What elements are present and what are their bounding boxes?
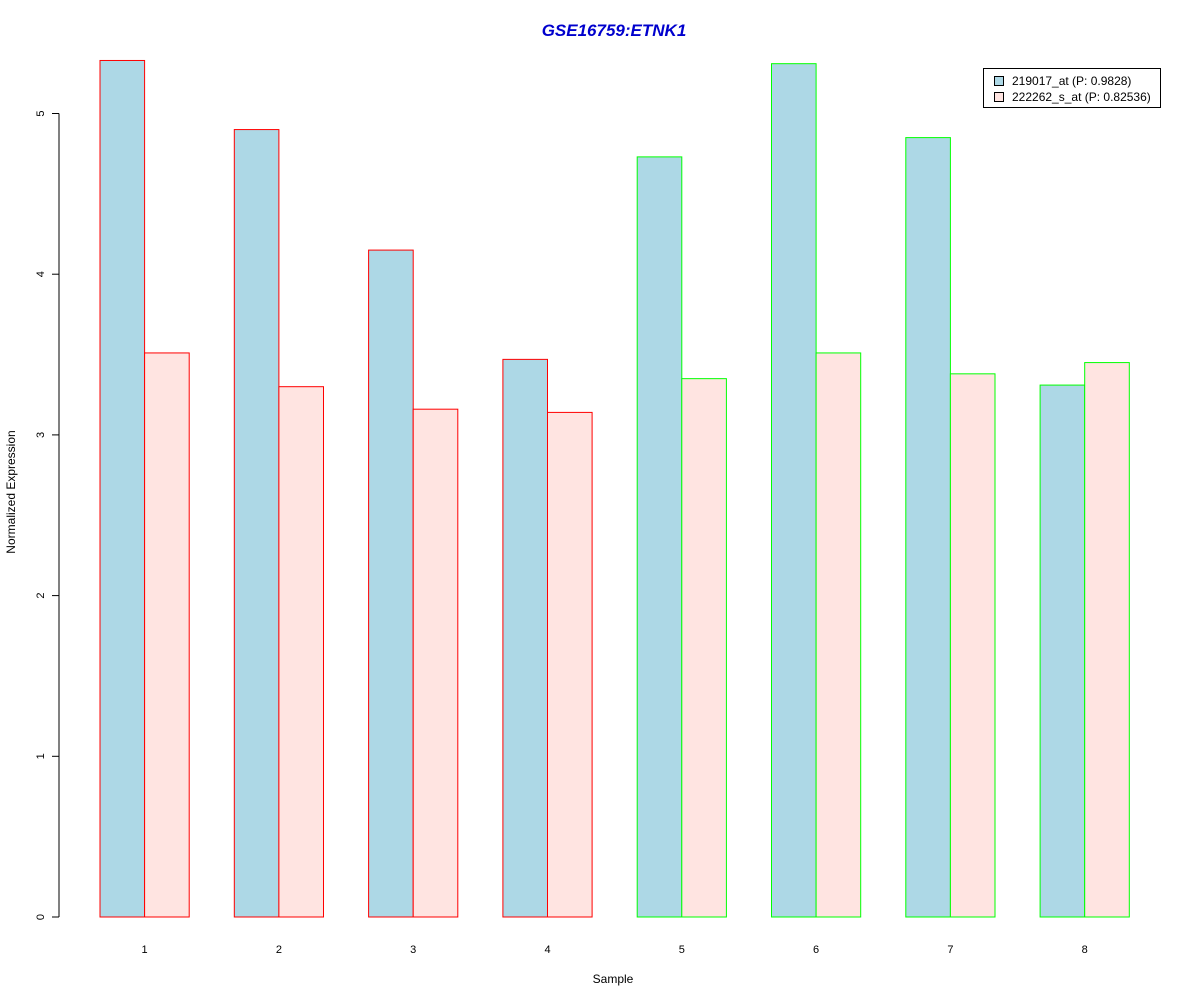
x-tick-label: 7 (947, 944, 953, 956)
bars-group (99, 59, 1130, 918)
x-tick-label: 5 (679, 944, 685, 956)
y-tick-label: 3 (35, 432, 47, 438)
bar-sample-3-series-2 (412, 408, 459, 918)
bar-sample-7-series-2 (949, 373, 996, 918)
x-tick-labels: 1 2 3 4 5 6 7 8 (142, 944, 1088, 956)
y-tick-label: 5 (35, 110, 47, 116)
y-axis: 0 1 2 3 4 5 (35, 110, 60, 920)
bar-sample-1-series-2 (144, 352, 190, 918)
bar-sample-2-series-1 (233, 129, 280, 918)
y-tick-label: 2 (35, 593, 47, 599)
bar-sample-8-series-1 (1039, 384, 1086, 918)
chart-title: GSE16759:ETNK1 (542, 21, 687, 40)
legend-swatch-series-1 (994, 76, 1004, 86)
bar-sample-8-series-2 (1084, 362, 1130, 918)
bar-sample-6-series-1 (771, 63, 817, 918)
x-tick-label: 8 (1082, 944, 1088, 956)
bar-sample-5-series-1 (636, 156, 683, 918)
bar-sample-7-series-1 (905, 137, 951, 918)
legend-label-series-2: 222262_s_at (P: 0.82536) (1012, 90, 1151, 104)
legend-item-series-1: 219017_at (P: 0.9828) (994, 73, 1160, 89)
bar-sample-4-series-2 (547, 411, 593, 918)
y-axis-label: Normalized Expression (4, 430, 18, 553)
x-tick-label: 1 (142, 944, 148, 956)
x-tick-label: 4 (544, 944, 550, 956)
x-tick-label: 3 (410, 944, 416, 956)
legend-item-series-2: 222262_s_at (P: 0.82536) (994, 89, 1160, 105)
bar-sample-2-series-2 (278, 386, 324, 918)
bar-sample-6-series-2 (815, 352, 862, 918)
x-tick-label: 6 (813, 944, 819, 956)
bar-sample-1-series-1 (99, 59, 146, 918)
legend: 219017_at (P: 0.9828) 222262_s_at (P: 0.… (983, 68, 1161, 108)
bar-sample-5-series-2 (681, 378, 727, 918)
legend-label-series-1: 219017_at (P: 0.9828) (1012, 74, 1132, 88)
bar-sample-4-series-1 (502, 358, 548, 918)
bar-sample-3-series-1 (368, 249, 414, 918)
y-tick-label: 1 (35, 753, 47, 759)
legend-swatch-series-2 (994, 92, 1004, 102)
y-tick-label: 4 (35, 271, 47, 277)
x-tick-label: 2 (276, 944, 282, 956)
x-axis-label: Sample (593, 972, 634, 986)
y-tick-label: 0 (35, 914, 47, 920)
